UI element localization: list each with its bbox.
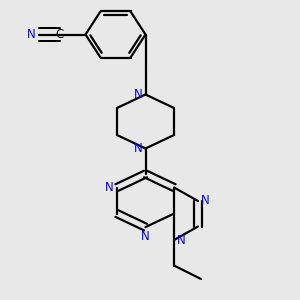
Text: C: C xyxy=(56,28,64,41)
Text: N: N xyxy=(141,230,150,243)
Text: N: N xyxy=(134,88,142,101)
Text: N: N xyxy=(134,142,142,155)
Text: N: N xyxy=(105,181,114,194)
Text: N: N xyxy=(201,194,210,208)
Text: N: N xyxy=(177,233,186,247)
Text: N: N xyxy=(27,28,36,41)
